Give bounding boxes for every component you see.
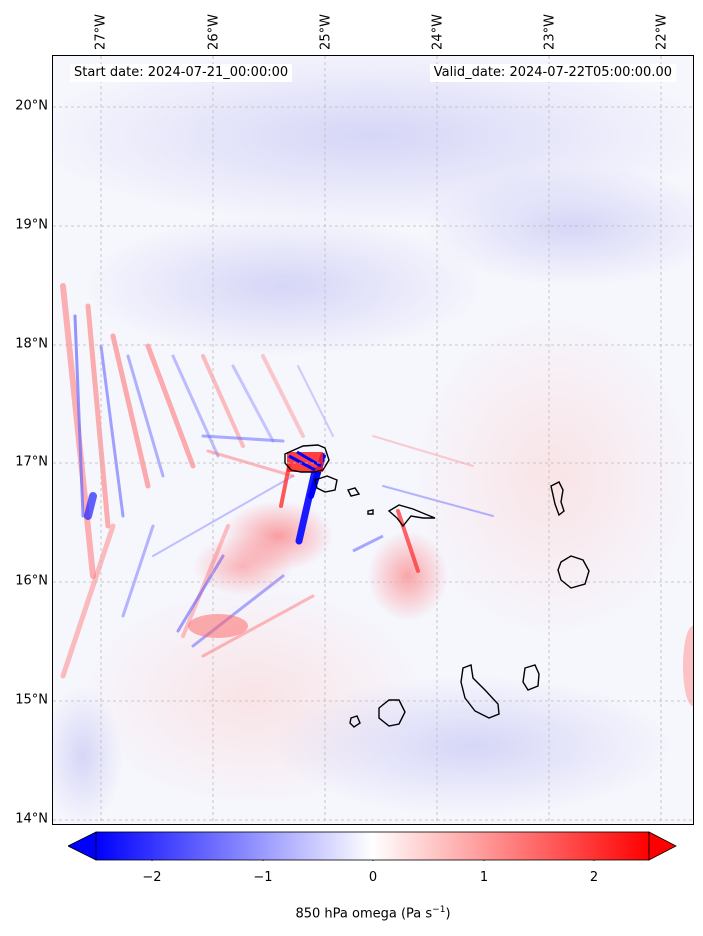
colorbar-svg: [67, 831, 677, 864]
island-fogo: [378, 699, 406, 727]
gridlines: [53, 56, 693, 824]
island-sao-nicolau: [387, 504, 436, 528]
colorbar-label: 850 hPa omega (Pa s−1): [295, 905, 451, 922]
convective-features: [188, 450, 693, 706]
lat-label-17n: 17°N: [15, 454, 48, 470]
colorbar: [67, 831, 677, 864]
lat-label-18n: 18°N: [15, 336, 48, 352]
colorbar-extend-min: [67, 831, 97, 861]
island-boa-vista: [557, 555, 590, 589]
coastlines: [284, 444, 590, 728]
lat-label-19n: 19°N: [15, 217, 48, 233]
colorbar-gradient: [95, 831, 650, 861]
start-date-label: Start date: 2024-07-21_00:00:00: [70, 64, 293, 82]
colorbar-tick-0: 0: [368, 870, 378, 885]
island-sal: [550, 481, 565, 517]
island-santiago: [460, 664, 500, 719]
colorbar-extend-max: [648, 831, 677, 861]
valid-date-label: Valid_date: 2024-07-22T05:00:00.00: [429, 64, 676, 82]
island-santo-antao: [284, 444, 330, 473]
omega-field-map: [53, 56, 693, 824]
island-brava: [349, 715, 361, 728]
colorbar-tick-neg1: −1: [253, 870, 273, 885]
island-maio: [522, 664, 540, 691]
lon-label-22w: 22°W: [654, 14, 670, 50]
lon-label-24w: 24°W: [430, 14, 446, 50]
island-santa-luzia: [346, 487, 361, 497]
lat-label-16n: 16°N: [15, 573, 48, 589]
colorbar-tick-neg2: −2: [142, 870, 162, 885]
map-panel: Start date: 2024-07-21_00:00:00 Valid_da…: [52, 55, 694, 825]
lat-label-20n: 20°N: [15, 98, 48, 114]
lat-label-15n: 15°N: [15, 692, 48, 708]
island-branco: [367, 509, 374, 515]
lon-label-25w: 25°W: [318, 14, 334, 50]
lat-label-14n: 14°N: [15, 811, 48, 827]
island-sao-vicente: [314, 475, 338, 493]
colorbar-tick-2: 2: [589, 870, 599, 885]
field-background: [53, 56, 693, 824]
lon-label-23w: 23°W: [542, 14, 558, 50]
lon-label-26w: 26°W: [206, 14, 222, 50]
colorbar-tick-1: 1: [479, 870, 489, 885]
lon-label-27w: 27°W: [93, 14, 109, 50]
